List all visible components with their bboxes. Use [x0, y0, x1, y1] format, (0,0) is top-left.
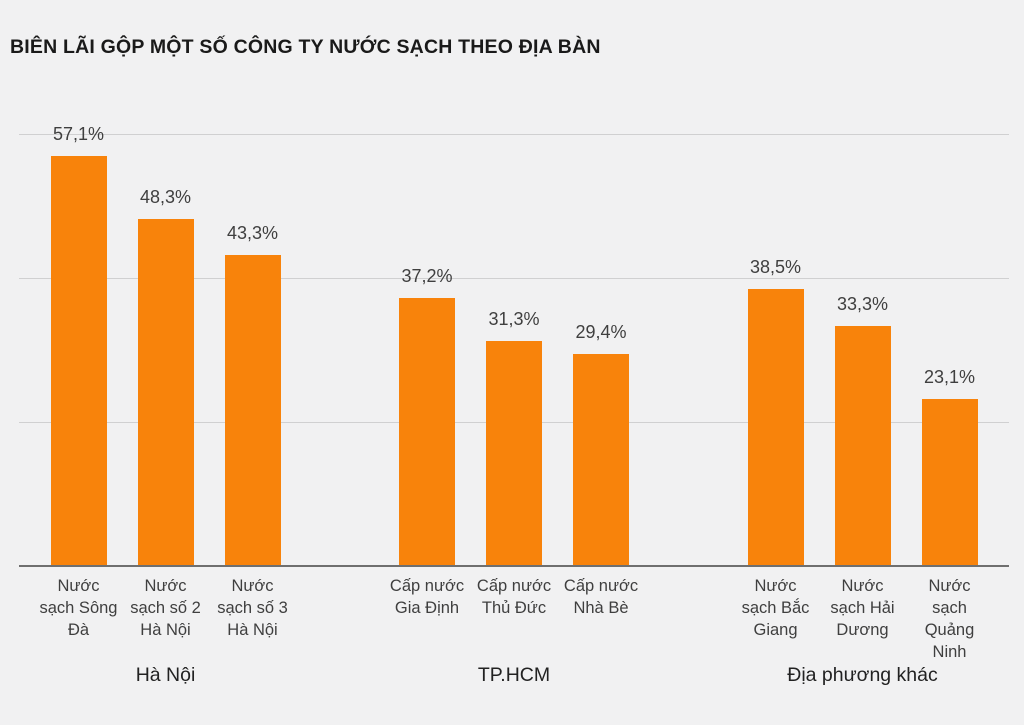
bar-column: 38,5%: [732, 135, 819, 565]
category-label: Cấp nước Nhà Bè: [563, 577, 639, 617]
category-label: Cấp nước Thủ Đức: [476, 577, 552, 617]
group-label-tphcm: TP.HCM: [477, 664, 551, 686]
category-label-cell: Cấp nước Gia Định: [384, 575, 471, 619]
bar-group-ha-noi: 57,1% 48,3% 43,3%: [35, 124, 296, 565]
category-label-cell: Nước sạch số 2 Hà Nội: [122, 575, 209, 641]
category-label-cell: Nước sạch Quảng Ninh: [906, 575, 993, 663]
group-axis-labels: Hà Nội TP.HCM Địa phương khác: [19, 664, 1009, 687]
category-group-tphcm: Cấp nước Gia Định Cấp nước Thủ Đức Cấp n…: [384, 575, 645, 663]
bars-row: 57,1% 48,3% 43,3% 37,2% 31,3% 29,4: [19, 124, 1009, 565]
group-label-dia-phuong-khac: Địa phương khác: [787, 664, 938, 686]
category-group-dia-phuong-khac: Nước sạch Bắc Giang Nước sạch Hải Dương …: [732, 575, 993, 663]
bar-nuoc-sach-so-2-ha-noi: [137, 218, 194, 565]
category-label: Cấp nước Gia Định: [389, 577, 465, 617]
bar-nuoc-sach-so-3-ha-noi: [224, 254, 281, 565]
bar-nuoc-sach-song-da: [50, 155, 107, 565]
group-label-ha-noi: Hà Nội: [135, 664, 196, 686]
bar-nuoc-sach-bac-giang: [747, 289, 804, 565]
category-label-cell: Nước sạch số 3 Hà Nội: [209, 575, 296, 641]
category-label: Nước sạch số 3 Hà Nội: [217, 577, 288, 639]
category-label-cell: Nước sạch Bắc Giang: [732, 575, 819, 641]
value-label: 43,3%: [226, 222, 279, 243]
category-axis-labels: Nước sạch Sông Đà Nước sạch số 2 Hà Nội …: [19, 575, 1009, 663]
value-label: 38,5%: [749, 257, 802, 278]
category-label-cell: Cấp nước Thủ Đức: [471, 575, 558, 619]
category-label: Nước sạch Bắc Giang: [741, 577, 810, 639]
value-label: 23,1%: [923, 367, 976, 388]
bar-cap-nuoc-thu-duc: [486, 340, 542, 565]
bar-column: 33,3%: [819, 135, 906, 565]
bar-column: 37,2%: [384, 135, 471, 565]
bar-group-tphcm: 37,2% 31,3% 29,4%: [384, 135, 645, 565]
bar-column: 43,3%: [209, 135, 296, 565]
category-label-cell: Cấp nước Nhà Bè: [558, 575, 645, 619]
bar-column: 48,3%: [122, 135, 209, 565]
category-label: Nước sạch Quảng Ninh: [924, 577, 975, 661]
gridline-40pct: [19, 278, 1009, 280]
bar-column: 29,4%: [558, 135, 645, 565]
category-label-cell: Nước sạch Sông Đà: [35, 575, 122, 641]
category-label: Nước sạch số 2 Hà Nội: [130, 577, 201, 639]
chart-title: BIÊN LÃI GỘP MỘT SỐ CÔNG TY NƯỚC SẠCH TH…: [10, 36, 601, 58]
bar-nuoc-sach-hai-duong: [834, 326, 891, 565]
bar-column: 23,1%: [906, 135, 993, 565]
value-label: 57,1%: [52, 123, 105, 144]
category-label: Nước sạch Hải Dương: [830, 577, 895, 639]
bar-group-dia-phuong-khac: 38,5% 33,3% 23,1%: [732, 135, 993, 565]
category-label: Nước sạch Sông Đà: [39, 577, 118, 639]
bar-cap-nuoc-nha-be: [573, 354, 629, 565]
bar-column: 57,1%: [35, 124, 122, 565]
bar-column: 31,3%: [471, 135, 558, 565]
value-label: 33,3%: [836, 294, 889, 315]
value-label: 31,3%: [488, 308, 540, 329]
value-label: 37,2%: [401, 266, 453, 287]
value-label: 48,3%: [139, 186, 192, 207]
value-label: 29,4%: [575, 322, 627, 343]
bar-cap-nuoc-gia-dinh: [399, 298, 455, 565]
category-label-cell: Nước sạch Hải Dương: [819, 575, 906, 641]
category-group-ha-noi: Nước sạch Sông Đà Nước sạch số 2 Hà Nội …: [35, 575, 296, 663]
plot-area: 57,1% 48,3% 43,3% 37,2% 31,3% 29,4: [19, 124, 1009, 567]
bar-nuoc-sach-quang-ninh: [921, 399, 978, 565]
